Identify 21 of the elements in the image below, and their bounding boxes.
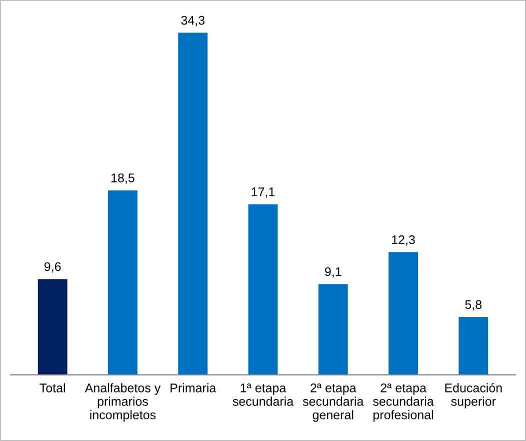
data-label: 34,3 — [181, 16, 204, 26]
bar — [248, 204, 278, 375]
x-tick-label: Analfabetos y primarios incompletos — [84, 383, 161, 422]
data-label: 12,3 — [392, 235, 415, 246]
x-tick-label: Educación superior — [445, 383, 502, 408]
x-tick-label: Primaria — [170, 383, 216, 392]
data-label: 5,8 — [465, 300, 482, 310]
bar — [38, 279, 68, 375]
x-tick-label: 2ª etapa secundaria profesional — [373, 384, 434, 422]
data-label: 18,5 — [112, 173, 134, 184]
bar — [458, 317, 488, 375]
bar — [388, 252, 418, 375]
bar — [108, 190, 138, 375]
data-label: 9,6 — [44, 262, 61, 273]
data-label: 17,1 — [252, 188, 275, 198]
x-tick-label: 2ª etapa secundaria general — [302, 384, 364, 422]
data-label: 9,1 — [325, 267, 342, 278]
x-tick-label: Total — [40, 383, 65, 392]
bar — [178, 32, 208, 375]
x-tick-label: 1ª etapa secundaria — [232, 384, 294, 406]
bar — [318, 284, 348, 375]
